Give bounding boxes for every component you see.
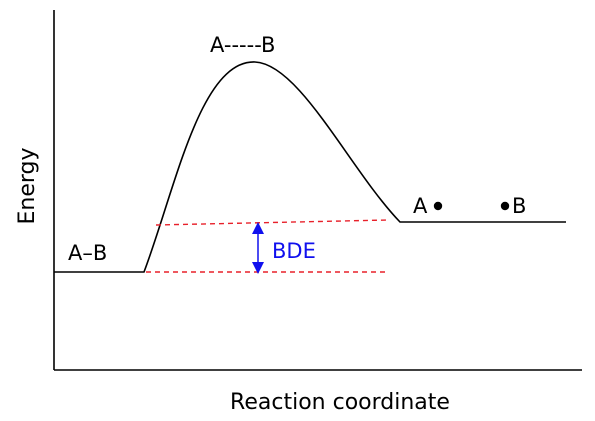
energy-curve — [54, 61, 566, 273]
bde-label: BDE — [272, 239, 316, 263]
y-axis-label: Energy — [15, 147, 40, 224]
reactant-label: A–B — [68, 241, 107, 265]
x-axis-label: Reaction coordinate — [230, 390, 450, 415]
radical-dot-b-icon — [500, 201, 510, 211]
product-radical-a-label: A — [413, 194, 428, 218]
radical-dot-a-icon — [433, 201, 443, 211]
bond-cleavage-dashed-line — [155, 219, 389, 226]
product-radical-b-label: B — [512, 194, 526, 218]
transition-state-label: A-----B — [210, 33, 275, 57]
